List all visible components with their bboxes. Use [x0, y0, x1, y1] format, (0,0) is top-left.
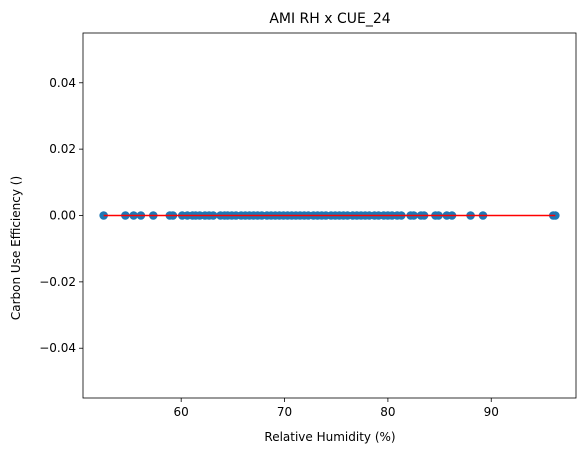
plot-area: 60 70 80 90 0.04 0.02 0.00 −0.02 −0.04: [39, 32, 577, 419]
y-tick-label: −0.02: [39, 275, 76, 289]
x-tick-label: 90: [484, 405, 499, 419]
y-tick-label: 0.04: [49, 76, 76, 90]
plot-frame: [82, 32, 577, 399]
chart-title: AMI RH x CUE_24: [269, 11, 390, 27]
x-tick-label: 60: [174, 405, 189, 419]
y-tick-label: 0.00: [49, 209, 76, 223]
x-axis-label: Relative Humidity (%): [264, 430, 395, 444]
y-tick-label: −0.04: [39, 341, 76, 355]
data-point: [99, 211, 108, 220]
x-tick-label: 80: [380, 405, 395, 419]
y-axis-label: Carbon Use Efficiency (): [9, 176, 23, 320]
y-tick-label: 0.02: [49, 142, 76, 156]
x-tick-label: 70: [277, 405, 292, 419]
